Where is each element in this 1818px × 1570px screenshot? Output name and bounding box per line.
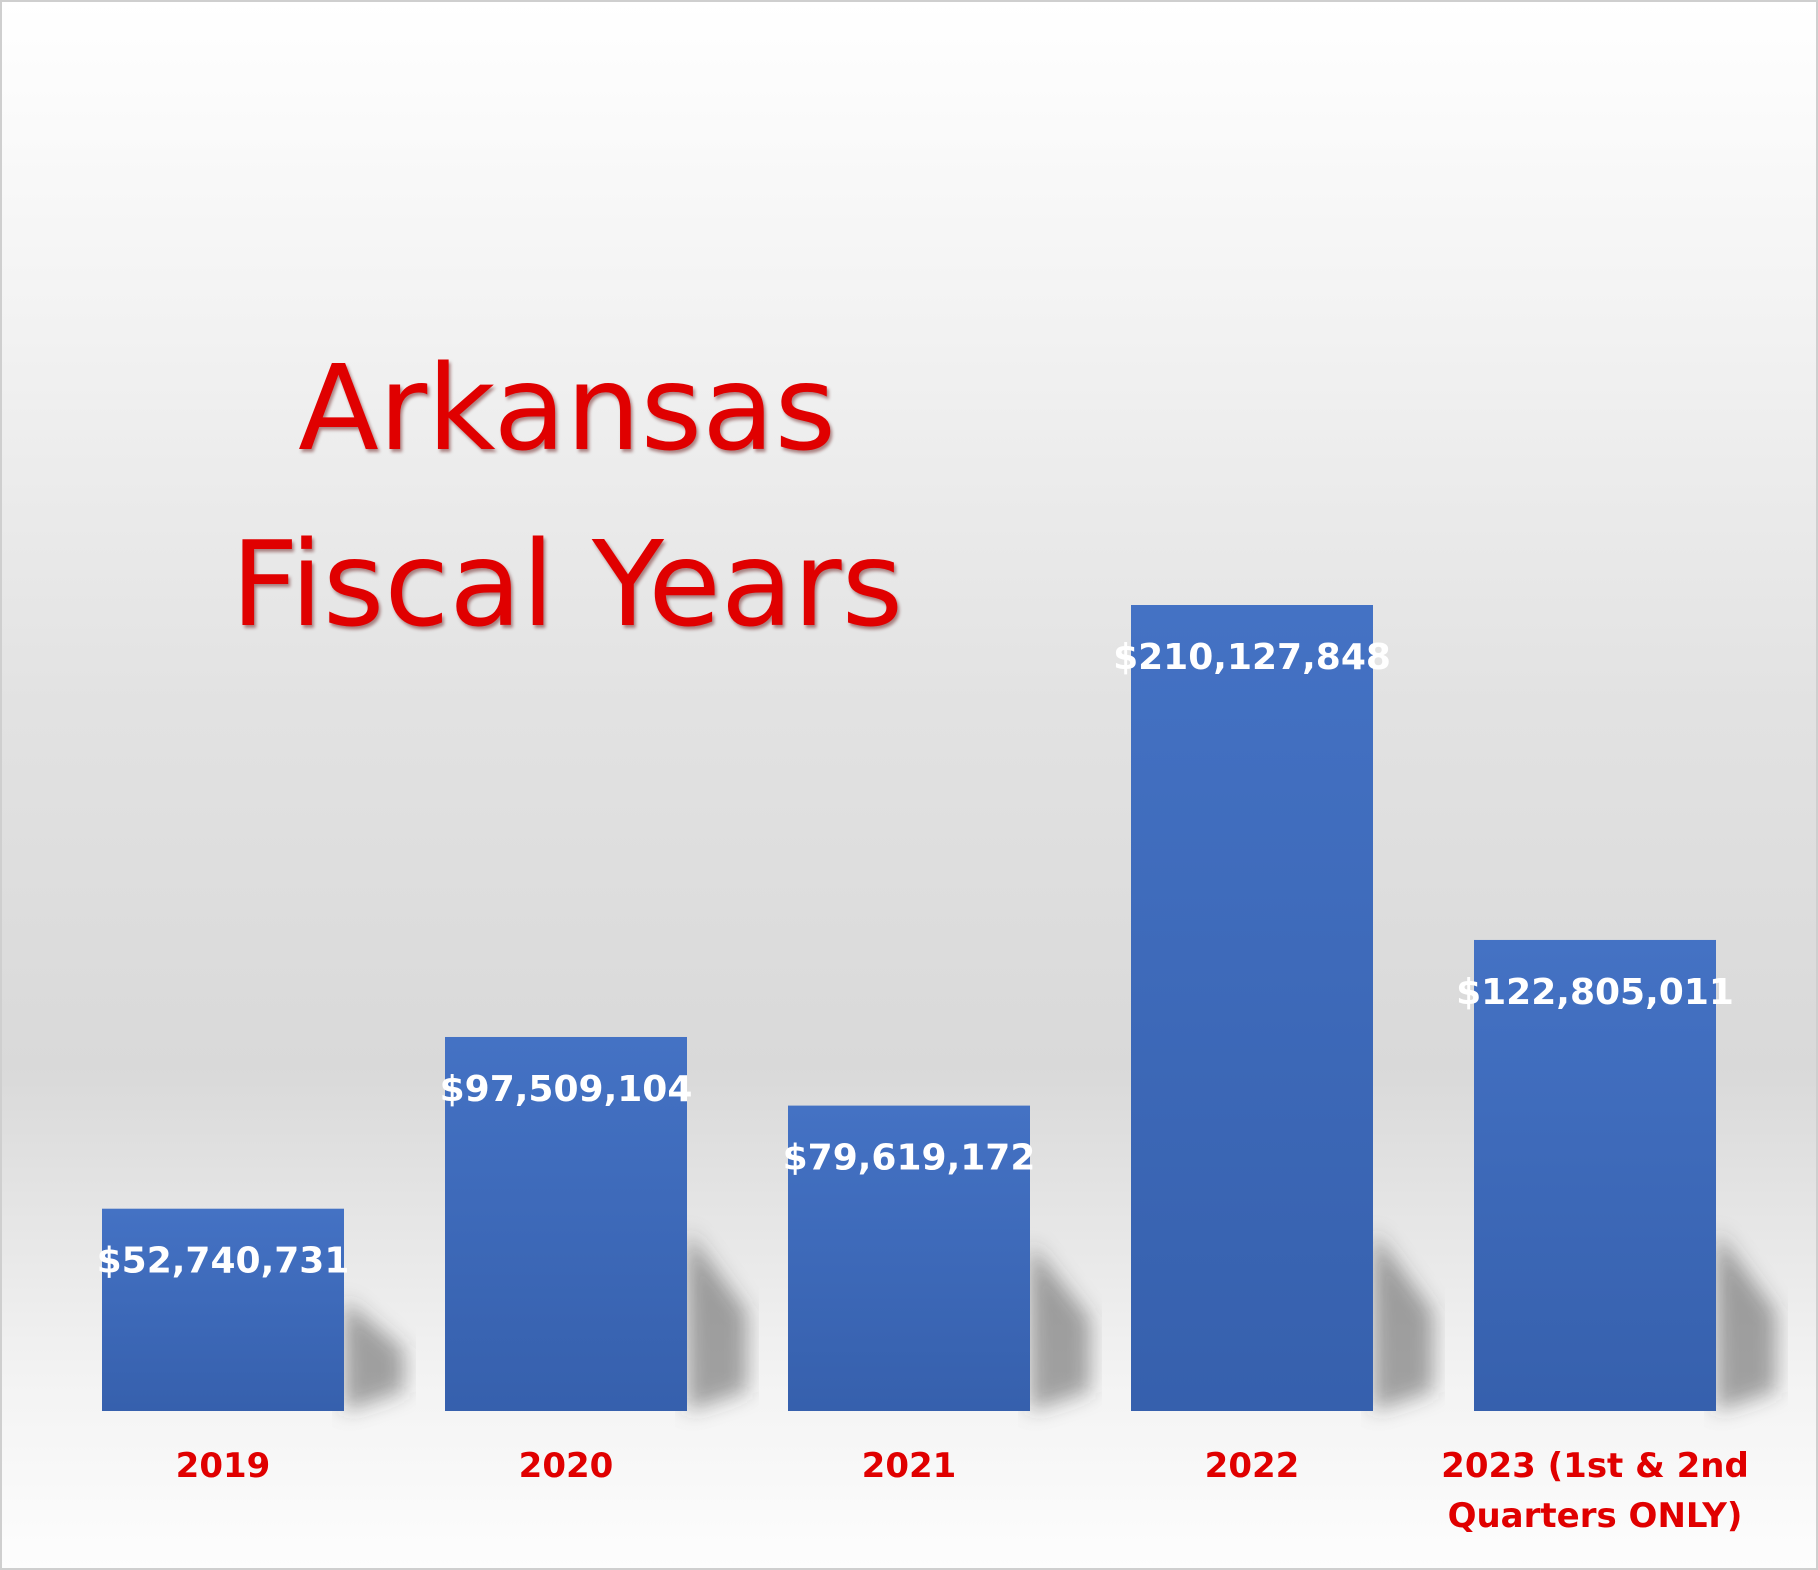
category-label-line: 2023 (1st & 2nd — [1441, 1446, 1749, 1486]
chart-title-line-2: Fiscal Years — [230, 515, 904, 653]
bar-shadow-3 — [1373, 1231, 1433, 1411]
value-label-2022: $210,127,848 — [1113, 637, 1391, 678]
bar-2022 — [1131, 605, 1373, 1411]
bar-shadows — [344, 1231, 1776, 1411]
category-labels: 2019 2020 2021 2022 2023 (1st & 2nd Quarters … — [176, 1446, 1749, 1536]
category-label-2020: 2020 — [519, 1446, 614, 1486]
chart-title-line-1: Arkansas — [298, 339, 836, 477]
category-label-2023: 2023 (1st & 2nd Quarters ONLY) — [1441, 1446, 1749, 1536]
bar-2021 — [788, 1105, 1030, 1411]
bar-2023 — [1474, 939, 1716, 1411]
category-label-line: 2022 — [1205, 1446, 1300, 1486]
bar-2020 — [445, 1036, 687, 1411]
bar-shadow-4 — [1716, 1231, 1776, 1411]
bar-shadow-1 — [687, 1231, 747, 1411]
bar-2019 — [102, 1208, 344, 1411]
bar-shadow-0 — [344, 1299, 404, 1411]
category-label-2022: 2022 — [1205, 1446, 1300, 1486]
category-label-2021: 2021 — [862, 1446, 957, 1486]
value-label-2021: $79,619,172 — [783, 1138, 1036, 1179]
category-label-line: 2020 — [519, 1446, 614, 1486]
value-labels: $52,740,731 $97,509,104 $79,619,172 $210,12… — [97, 637, 1734, 1282]
value-label-2020: $97,509,104 — [440, 1069, 693, 1110]
category-label-line: 2021 — [862, 1446, 957, 1486]
category-label-line: 2019 — [176, 1446, 271, 1486]
bars — [102, 605, 1716, 1411]
value-label-2019: $52,740,731 — [97, 1241, 350, 1282]
value-label-2023: $122,805,011 — [1456, 972, 1734, 1013]
category-label-line: Quarters ONLY) — [1448, 1496, 1743, 1536]
category-label-2019: 2019 — [176, 1446, 271, 1486]
chart-title: Arkansas Fiscal Years — [122, 320, 1012, 672]
bar-shadow-2 — [1030, 1243, 1090, 1411]
